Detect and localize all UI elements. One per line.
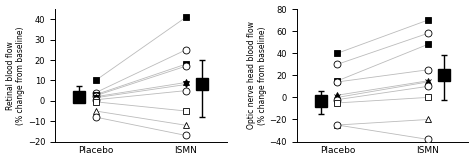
Y-axis label: Retinal blood flow
(% change from baseline): Retinal blood flow (% change from baseli… — [6, 26, 25, 125]
Y-axis label: Optic nerve head blood flow
(% change from baseline): Optic nerve head blood flow (% change fr… — [247, 21, 267, 129]
